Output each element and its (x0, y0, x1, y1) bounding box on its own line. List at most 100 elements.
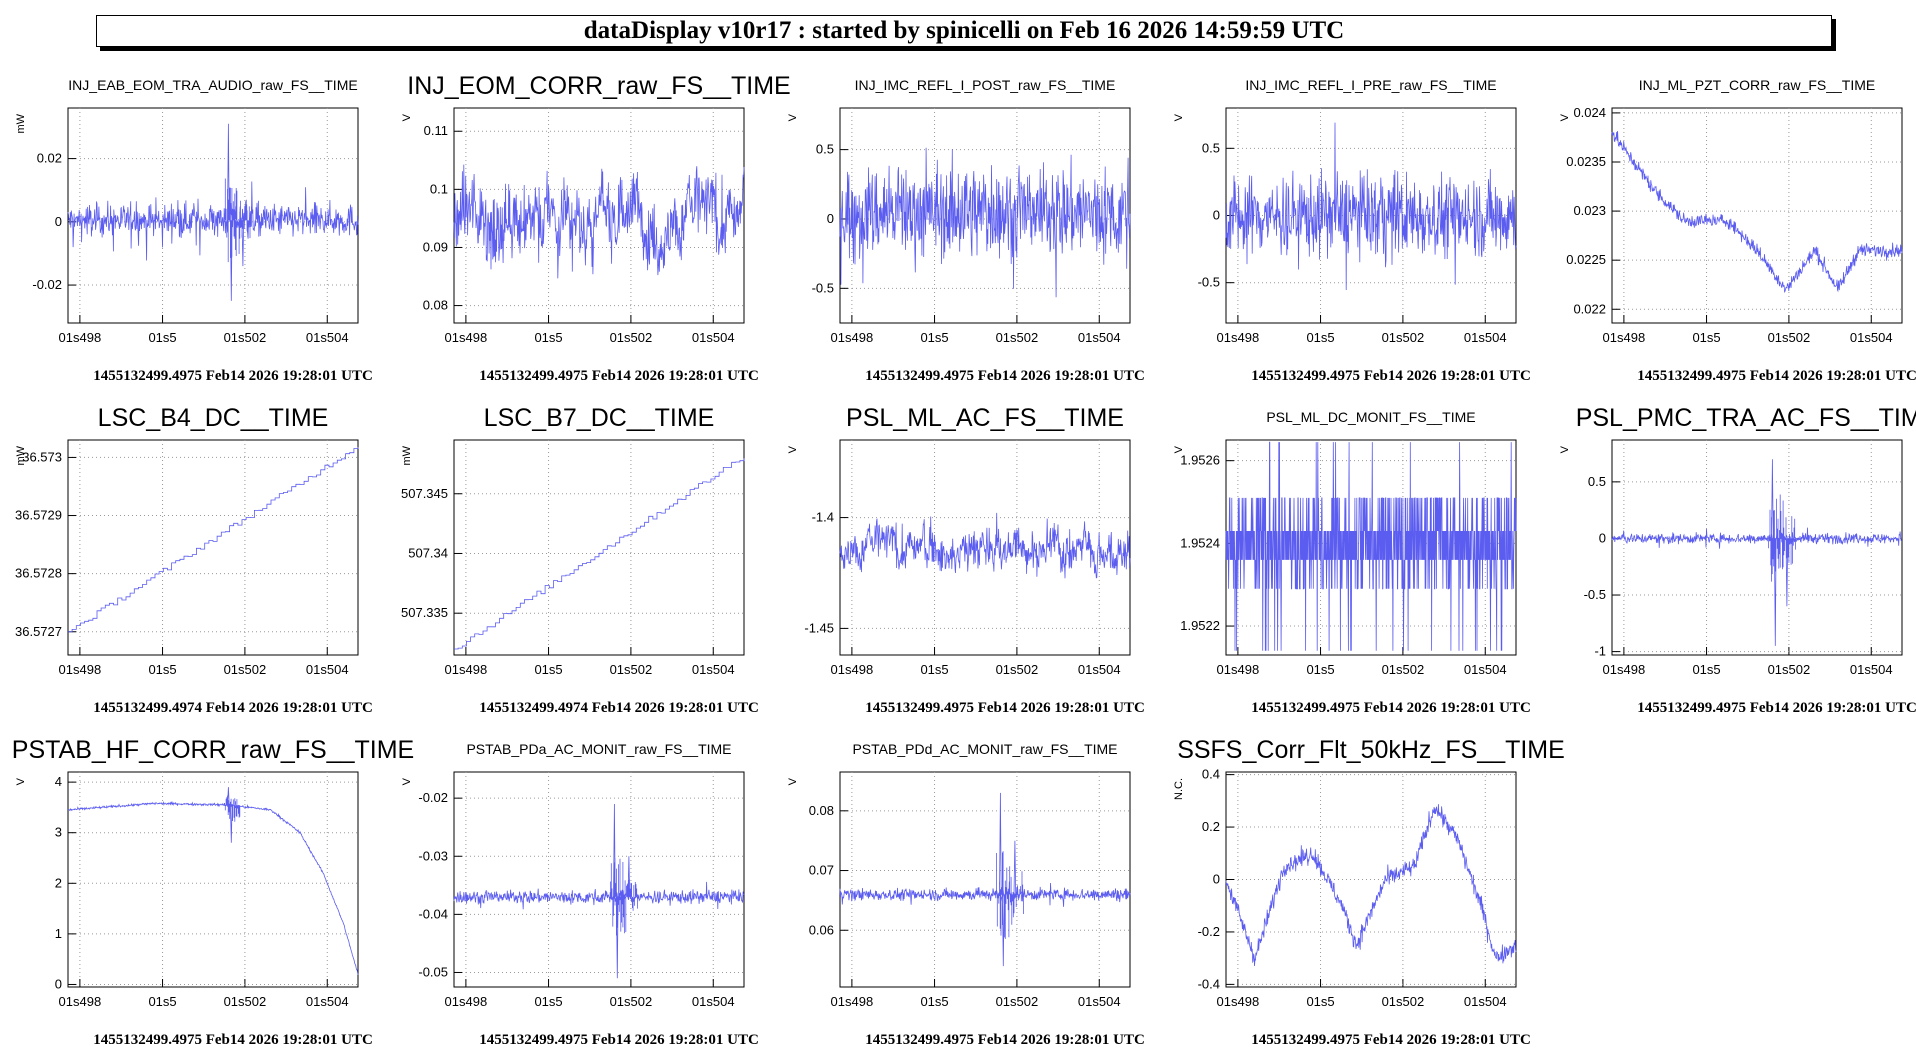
x-tick-label: 01s502 (610, 662, 653, 677)
y-tick-label: 0.5 (816, 142, 834, 157)
timestamp-label: 1455132499.4974 Feb14 2026 19:28:01 UTC (479, 700, 759, 716)
chart-panel-psl-ml-dc-monit-fs-time: PSL_ML_DC_MONIT_FS__TIME V 01s498 01s5 01s50… (1173, 409, 1531, 716)
chart-title: PSTAB_PDa_AC_MONIT_raw_FS__TIME (466, 741, 731, 757)
timestamp-label: 1455132499.4975 Feb14 2026 19:28:01 UTC (865, 700, 1145, 716)
x-tick-label: 01s504 (692, 994, 735, 1009)
x-tick-label: 01s5 (1306, 330, 1334, 345)
timestamp-label: 1455132499.4975 Feb14 2026 19:28:01 UTC (479, 368, 759, 384)
timestamp-label: 1455132499.4975 Feb14 2026 19:28:01 UTC (865, 368, 1145, 384)
y-axis-label: V (1173, 113, 1185, 121)
data-trace (67, 123, 359, 301)
chart-title: PSL_PMC_TRA_AC_FS__TIME (1576, 404, 1916, 432)
y-tick-label: -0.5 (1198, 275, 1220, 290)
y-tick-label: 1.9522 (1180, 618, 1220, 633)
chart-panel-pstab-pda-ac-monit-raw-fs-time: PSTAB_PDa_AC_MONIT_raw_FS__TIME V 01s498 01… (401, 741, 759, 1048)
x-tick-label: 01s504 (1078, 330, 1121, 345)
timestamp-label: 1455132499.4974 Feb14 2026 19:28:01 UTC (93, 700, 373, 716)
x-tick-label: 01s5 (1692, 662, 1720, 677)
y-tick-label: 0 (55, 214, 62, 229)
x-tick-label: 01s504 (306, 330, 349, 345)
y-axis-label: V (1173, 445, 1185, 453)
y-tick-label: -0.02 (418, 790, 448, 805)
data-trace (1225, 804, 1517, 967)
x-tick-label: 01s498 (1217, 662, 1260, 677)
x-tick-label: 01s498 (1603, 662, 1646, 677)
timestamp-label: 1455132499.4975 Feb14 2026 19:28:01 UTC (1251, 368, 1531, 384)
x-tick-label: 01s502 (996, 662, 1039, 677)
chart-title: LSC_B4_DC__TIME (98, 404, 329, 432)
y-tick-label: 507.345 (401, 486, 448, 501)
y-tick-label: 0.024 (1573, 105, 1606, 120)
x-tick-label: 01s5 (148, 662, 176, 677)
y-tick-label: 36.573 (22, 449, 62, 464)
y-axis-label: mW (15, 113, 27, 133)
y-axis-label: V (787, 113, 799, 121)
y-tick-label: 1.9524 (1180, 535, 1220, 550)
data-trace (453, 803, 745, 979)
plot-frame (453, 439, 745, 656)
x-tick-label: 01s498 (59, 662, 102, 677)
x-tick-label: 01s498 (831, 994, 874, 1009)
chart-title: PSTAB_PDd_AC_MONIT_raw_FS__TIME (852, 741, 1117, 757)
plot-frame (839, 439, 1131, 656)
chart-title: SSFS_Corr_Flt_50kHz_FS__TIME (1177, 736, 1565, 764)
chart-title: INJ_IMC_REFL_I_POST_raw_FS__TIME (855, 77, 1116, 93)
y-axis-label: V (787, 445, 799, 453)
data-trace (67, 787, 359, 975)
x-tick-label: 01s498 (831, 662, 874, 677)
chart-title: INJ_EOM_CORR_raw_FS__TIME (407, 72, 790, 100)
x-tick-label: 01s502 (996, 994, 1039, 1009)
y-tick-label: 2 (55, 875, 62, 890)
plot-frame (839, 771, 1131, 988)
plot-frame (1611, 439, 1903, 656)
plot-frame (1611, 107, 1903, 324)
x-tick-label: 01s502 (1768, 662, 1811, 677)
x-tick-label: 01s504 (1850, 330, 1893, 345)
data-trace (453, 164, 745, 279)
x-tick-label: 01s5 (920, 994, 948, 1009)
x-tick-label: 01s498 (1217, 330, 1260, 345)
timestamp-label: 1455132499.4975 Feb14 2026 19:28:01 UTC (1637, 700, 1916, 716)
x-tick-label: 01s5 (534, 994, 562, 1009)
y-tick-label: 1.9526 (1180, 453, 1220, 468)
chart-title: PSL_ML_DC_MONIT_FS__TIME (1266, 409, 1475, 425)
timestamp-label: 1455132499.4975 Feb14 2026 19:28:01 UTC (1251, 1032, 1531, 1048)
y-axis-label: V (1559, 445, 1571, 453)
x-tick-label: 01s498 (1603, 330, 1646, 345)
data-trace (1611, 130, 1903, 294)
x-tick-label: 01s498 (59, 994, 102, 1009)
plot-frame (67, 771, 359, 988)
timestamp-label: 1455132499.4975 Feb14 2026 19:28:01 UTC (1637, 368, 1916, 384)
y-tick-label: 36.5729 (15, 508, 62, 523)
data-trace (454, 458, 745, 650)
chart-title: PSL_ML_AC_FS__TIME (846, 404, 1124, 432)
x-tick-label: 01s504 (306, 662, 349, 677)
x-tick-label: 01s502 (224, 330, 267, 345)
data-trace (839, 792, 1131, 967)
y-tick-label: 0.08 (809, 803, 834, 818)
chart-title: INJ_ML_PZT_CORR_raw_FS__TIME (1639, 77, 1876, 93)
x-tick-label: 01s5 (1306, 994, 1334, 1009)
plot-frame (67, 439, 359, 656)
x-tick-label: 01s5 (534, 662, 562, 677)
chart-panel-pstab-pdd-ac-monit-raw-fs-time: PSTAB_PDd_AC_MONIT_raw_FS__TIME V 01s498 01… (787, 741, 1145, 1048)
timestamp-label: 1455132499.4975 Feb14 2026 19:28:01 UTC (479, 1032, 759, 1048)
chart-title: INJ_IMC_REFL_I_PRE_raw_FS__TIME (1245, 77, 1496, 93)
y-tick-label: 0.09 (423, 239, 448, 254)
x-tick-label: 01s498 (445, 662, 488, 677)
y-tick-label: 36.5728 (15, 566, 62, 581)
x-tick-label: 01s504 (692, 330, 735, 345)
x-tick-label: 01s504 (1078, 662, 1121, 677)
plot-frame (453, 771, 745, 988)
chart-panel-inj-eom-corr-raw-fs-time: INJ_EOM_CORR_raw_FS__TIME V 01s498 01s5 01s5… (401, 72, 791, 384)
y-tick-label: 1 (55, 926, 62, 941)
x-tick-label: 01s502 (224, 994, 267, 1009)
timestamp-label: 1455132499.4975 Feb14 2026 19:28:01 UTC (1251, 700, 1531, 716)
y-axis-label: V (787, 777, 799, 785)
chart-panel-inj-imc-refl-i-pre-raw-fs-time: INJ_IMC_REFL_I_PRE_raw_FS__TIME V 01s498 01… (1173, 77, 1531, 384)
header-title: dataDisplay v10r17 : started by spinicel… (583, 17, 1345, 44)
y-tick-label: 0.07 (809, 863, 834, 878)
y-tick-label: 0.022 (1573, 301, 1606, 316)
y-tick-label: 0.5 (1588, 474, 1606, 489)
